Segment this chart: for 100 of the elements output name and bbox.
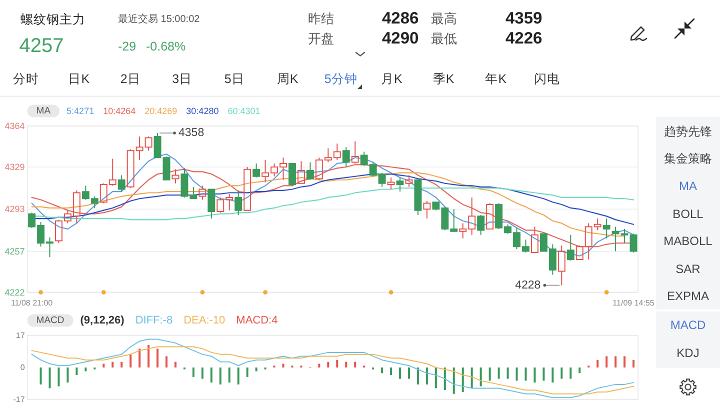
candlestick <box>288 162 296 186</box>
bar <box>174 362 176 368</box>
bar <box>462 368 464 392</box>
line-series <box>31 154 634 257</box>
line-series <box>31 338 634 398</box>
legend-title: MACD <box>36 315 64 326</box>
bar <box>345 362 348 368</box>
bar <box>596 360 599 368</box>
text: 20:4269 <box>144 106 178 116</box>
y-tick-label: 4257 <box>4 246 25 256</box>
bar <box>632 360 635 368</box>
bar <box>524 368 527 381</box>
candlestick <box>244 166 252 211</box>
text: 4226 <box>506 30 542 48</box>
bar <box>66 368 69 383</box>
bar <box>327 362 330 368</box>
bar <box>336 360 338 368</box>
bar <box>416 368 419 384</box>
bar <box>237 368 240 384</box>
bar <box>408 368 410 379</box>
text: 最近交易 15:00:02 <box>118 12 200 25</box>
text: MABOLL <box>664 234 713 248</box>
bar <box>534 368 536 383</box>
text: 5分钟 <box>324 72 358 86</box>
candlestick <box>396 177 404 192</box>
line-series <box>31 346 634 394</box>
bar <box>120 362 123 368</box>
candlestick <box>198 185 206 200</box>
annotation: 4228 <box>515 279 541 292</box>
candlestick <box>252 162 260 178</box>
text: 4290 <box>382 30 419 48</box>
text: 趋势先锋 <box>664 124 712 138</box>
candlestick <box>172 168 180 184</box>
candlestick <box>558 244 566 286</box>
text: 季K <box>432 72 455 86</box>
candlestick <box>234 190 242 216</box>
y-tick-label: -17 <box>13 395 26 404</box>
bar <box>452 368 455 394</box>
bar <box>48 368 51 388</box>
text: 5日 <box>224 72 244 86</box>
candlestick <box>602 218 610 239</box>
bar <box>426 368 428 384</box>
bar <box>210 368 212 383</box>
candlestick <box>351 140 359 164</box>
bar <box>282 364 284 368</box>
text: 4359 <box>506 10 542 28</box>
bar <box>570 368 572 379</box>
bar <box>318 364 320 368</box>
candlestick <box>118 174 126 192</box>
text: BOLL <box>672 207 704 221</box>
bar <box>201 368 204 379</box>
bar <box>470 368 473 388</box>
bar <box>192 368 194 377</box>
y-tick-label: 4293 <box>4 204 25 214</box>
bar <box>480 368 482 386</box>
bar <box>578 368 581 374</box>
bar <box>354 362 356 368</box>
series-label: DEA:-10 <box>184 314 226 326</box>
text: MA <box>679 179 697 193</box>
text: 2日 <box>120 72 140 86</box>
bar <box>156 348 159 368</box>
candlestick <box>405 174 413 188</box>
text: 月K <box>381 72 404 86</box>
text: 周K <box>276 72 299 86</box>
candlestick <box>566 234 574 262</box>
bar <box>40 368 42 384</box>
text: -29 <box>118 40 136 54</box>
candlestick <box>387 177 395 190</box>
y-tick-label: 4329 <box>4 162 25 172</box>
candlestick <box>297 160 305 184</box>
bar <box>488 368 491 381</box>
text: 10:4264 <box>103 106 136 116</box>
text: 30:4280 <box>186 106 219 116</box>
text: EXPMA <box>666 289 710 303</box>
text: 最高 <box>431 11 457 26</box>
candlestick <box>414 178 422 216</box>
bar <box>58 368 60 386</box>
bar <box>624 356 626 368</box>
text: 螺纹钢主力 <box>20 11 86 26</box>
bar <box>614 356 617 368</box>
series-label: DIFF:-8 <box>135 314 173 326</box>
candlestick <box>477 214 485 236</box>
text: 3日 <box>172 72 192 86</box>
bar <box>76 368 78 376</box>
text: MACD <box>670 318 706 332</box>
bar <box>102 364 105 368</box>
bar <box>381 368 384 374</box>
bar <box>228 368 230 383</box>
text: 日K <box>68 72 90 86</box>
bar <box>399 368 402 379</box>
text: 集金策略 <box>664 152 712 166</box>
text: 开盘 <box>308 31 334 46</box>
text: KDJ <box>676 346 700 360</box>
bar <box>138 348 141 368</box>
candlestick <box>530 226 538 253</box>
bar <box>130 354 132 368</box>
text: MACD:4 <box>236 314 278 326</box>
text: 5:4271 <box>66 106 94 116</box>
text: 年K <box>485 72 508 86</box>
bar <box>148 344 150 368</box>
